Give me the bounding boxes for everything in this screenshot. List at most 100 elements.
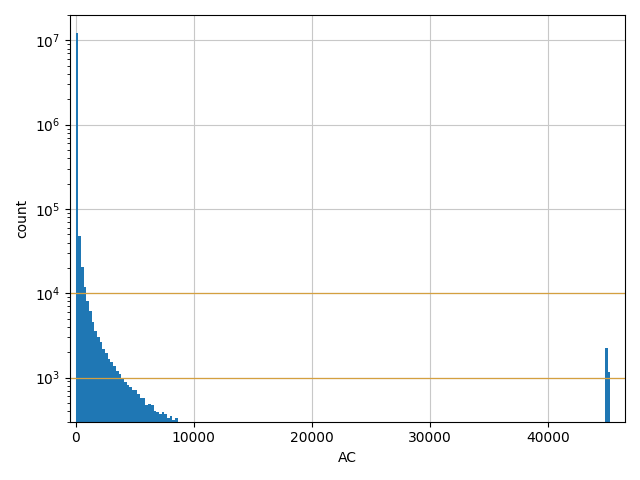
Bar	[210, 438, 212, 480]
Bar	[280, 455, 282, 480]
Bar	[269, 460, 272, 480]
Bar	[250, 451, 253, 480]
Bar	[145, 405, 148, 480]
Bar	[374, 477, 376, 480]
Bar	[148, 404, 151, 480]
Bar	[100, 342, 102, 480]
Bar	[188, 428, 191, 480]
Bar	[366, 476, 369, 480]
Bar	[223, 445, 226, 480]
Bar	[159, 414, 161, 480]
Bar	[183, 424, 186, 480]
Bar	[175, 418, 178, 480]
Bar	[304, 463, 307, 480]
Bar	[94, 331, 97, 480]
Bar	[84, 287, 86, 480]
Bar	[205, 438, 207, 480]
Bar	[212, 440, 215, 480]
Bar	[342, 472, 344, 480]
Bar	[134, 390, 138, 480]
Bar	[113, 366, 116, 480]
Bar	[111, 362, 113, 480]
Bar	[248, 452, 250, 480]
X-axis label: AC: AC	[338, 451, 357, 465]
Bar	[333, 469, 336, 480]
Bar	[178, 422, 180, 480]
Bar	[151, 405, 154, 480]
Bar	[124, 382, 127, 480]
Bar	[89, 312, 92, 480]
Bar	[170, 416, 172, 480]
Bar	[86, 301, 89, 480]
Bar	[277, 462, 280, 480]
Bar	[344, 478, 347, 480]
Bar	[118, 374, 121, 480]
Bar	[312, 468, 315, 480]
Bar	[264, 457, 266, 480]
Bar	[161, 412, 164, 480]
Bar	[358, 478, 360, 480]
Bar	[323, 468, 326, 480]
Bar	[97, 337, 100, 480]
Bar	[191, 429, 194, 480]
Bar	[92, 322, 94, 480]
Bar	[339, 475, 342, 480]
Bar	[605, 348, 608, 480]
Bar	[328, 472, 331, 480]
Bar	[108, 359, 111, 480]
Bar	[232, 448, 234, 480]
Bar	[349, 479, 353, 480]
Bar	[132, 390, 134, 480]
Bar	[288, 464, 291, 480]
Bar	[226, 446, 228, 480]
Bar	[199, 435, 202, 480]
Bar	[291, 461, 293, 480]
Bar	[309, 468, 312, 480]
Bar	[138, 395, 140, 480]
Bar	[105, 353, 108, 480]
Bar	[186, 428, 188, 480]
Bar	[228, 446, 232, 480]
Bar	[215, 436, 218, 480]
Bar	[293, 469, 296, 480]
Bar	[315, 473, 317, 480]
Bar	[266, 461, 269, 480]
Bar	[202, 436, 205, 480]
Bar	[369, 479, 371, 480]
Bar	[121, 379, 124, 480]
Bar	[127, 385, 129, 480]
Bar	[307, 468, 309, 480]
Bar	[167, 418, 170, 480]
Bar	[242, 452, 245, 480]
Bar	[78, 236, 81, 480]
Bar	[331, 479, 333, 480]
Bar	[608, 372, 611, 480]
Bar	[320, 477, 323, 480]
Bar	[261, 455, 264, 480]
Bar	[180, 427, 183, 480]
Bar	[272, 458, 275, 480]
Bar	[245, 452, 248, 480]
Bar	[239, 451, 242, 480]
Bar	[143, 398, 145, 480]
Bar	[221, 448, 223, 480]
Bar	[218, 444, 221, 480]
Bar	[296, 469, 299, 480]
Bar	[81, 267, 84, 480]
Bar	[154, 411, 156, 480]
Bar	[255, 447, 259, 480]
Bar	[282, 467, 285, 480]
Bar	[172, 420, 175, 480]
Bar	[299, 468, 301, 480]
Bar	[164, 414, 167, 480]
Bar	[194, 431, 196, 480]
Bar	[347, 475, 349, 480]
Y-axis label: count: count	[15, 199, 29, 238]
Bar	[385, 476, 387, 480]
Bar	[275, 463, 277, 480]
Bar	[602, 453, 605, 480]
Bar	[234, 444, 237, 480]
Bar	[116, 371, 118, 480]
Bar	[207, 439, 210, 480]
Bar	[326, 471, 328, 480]
